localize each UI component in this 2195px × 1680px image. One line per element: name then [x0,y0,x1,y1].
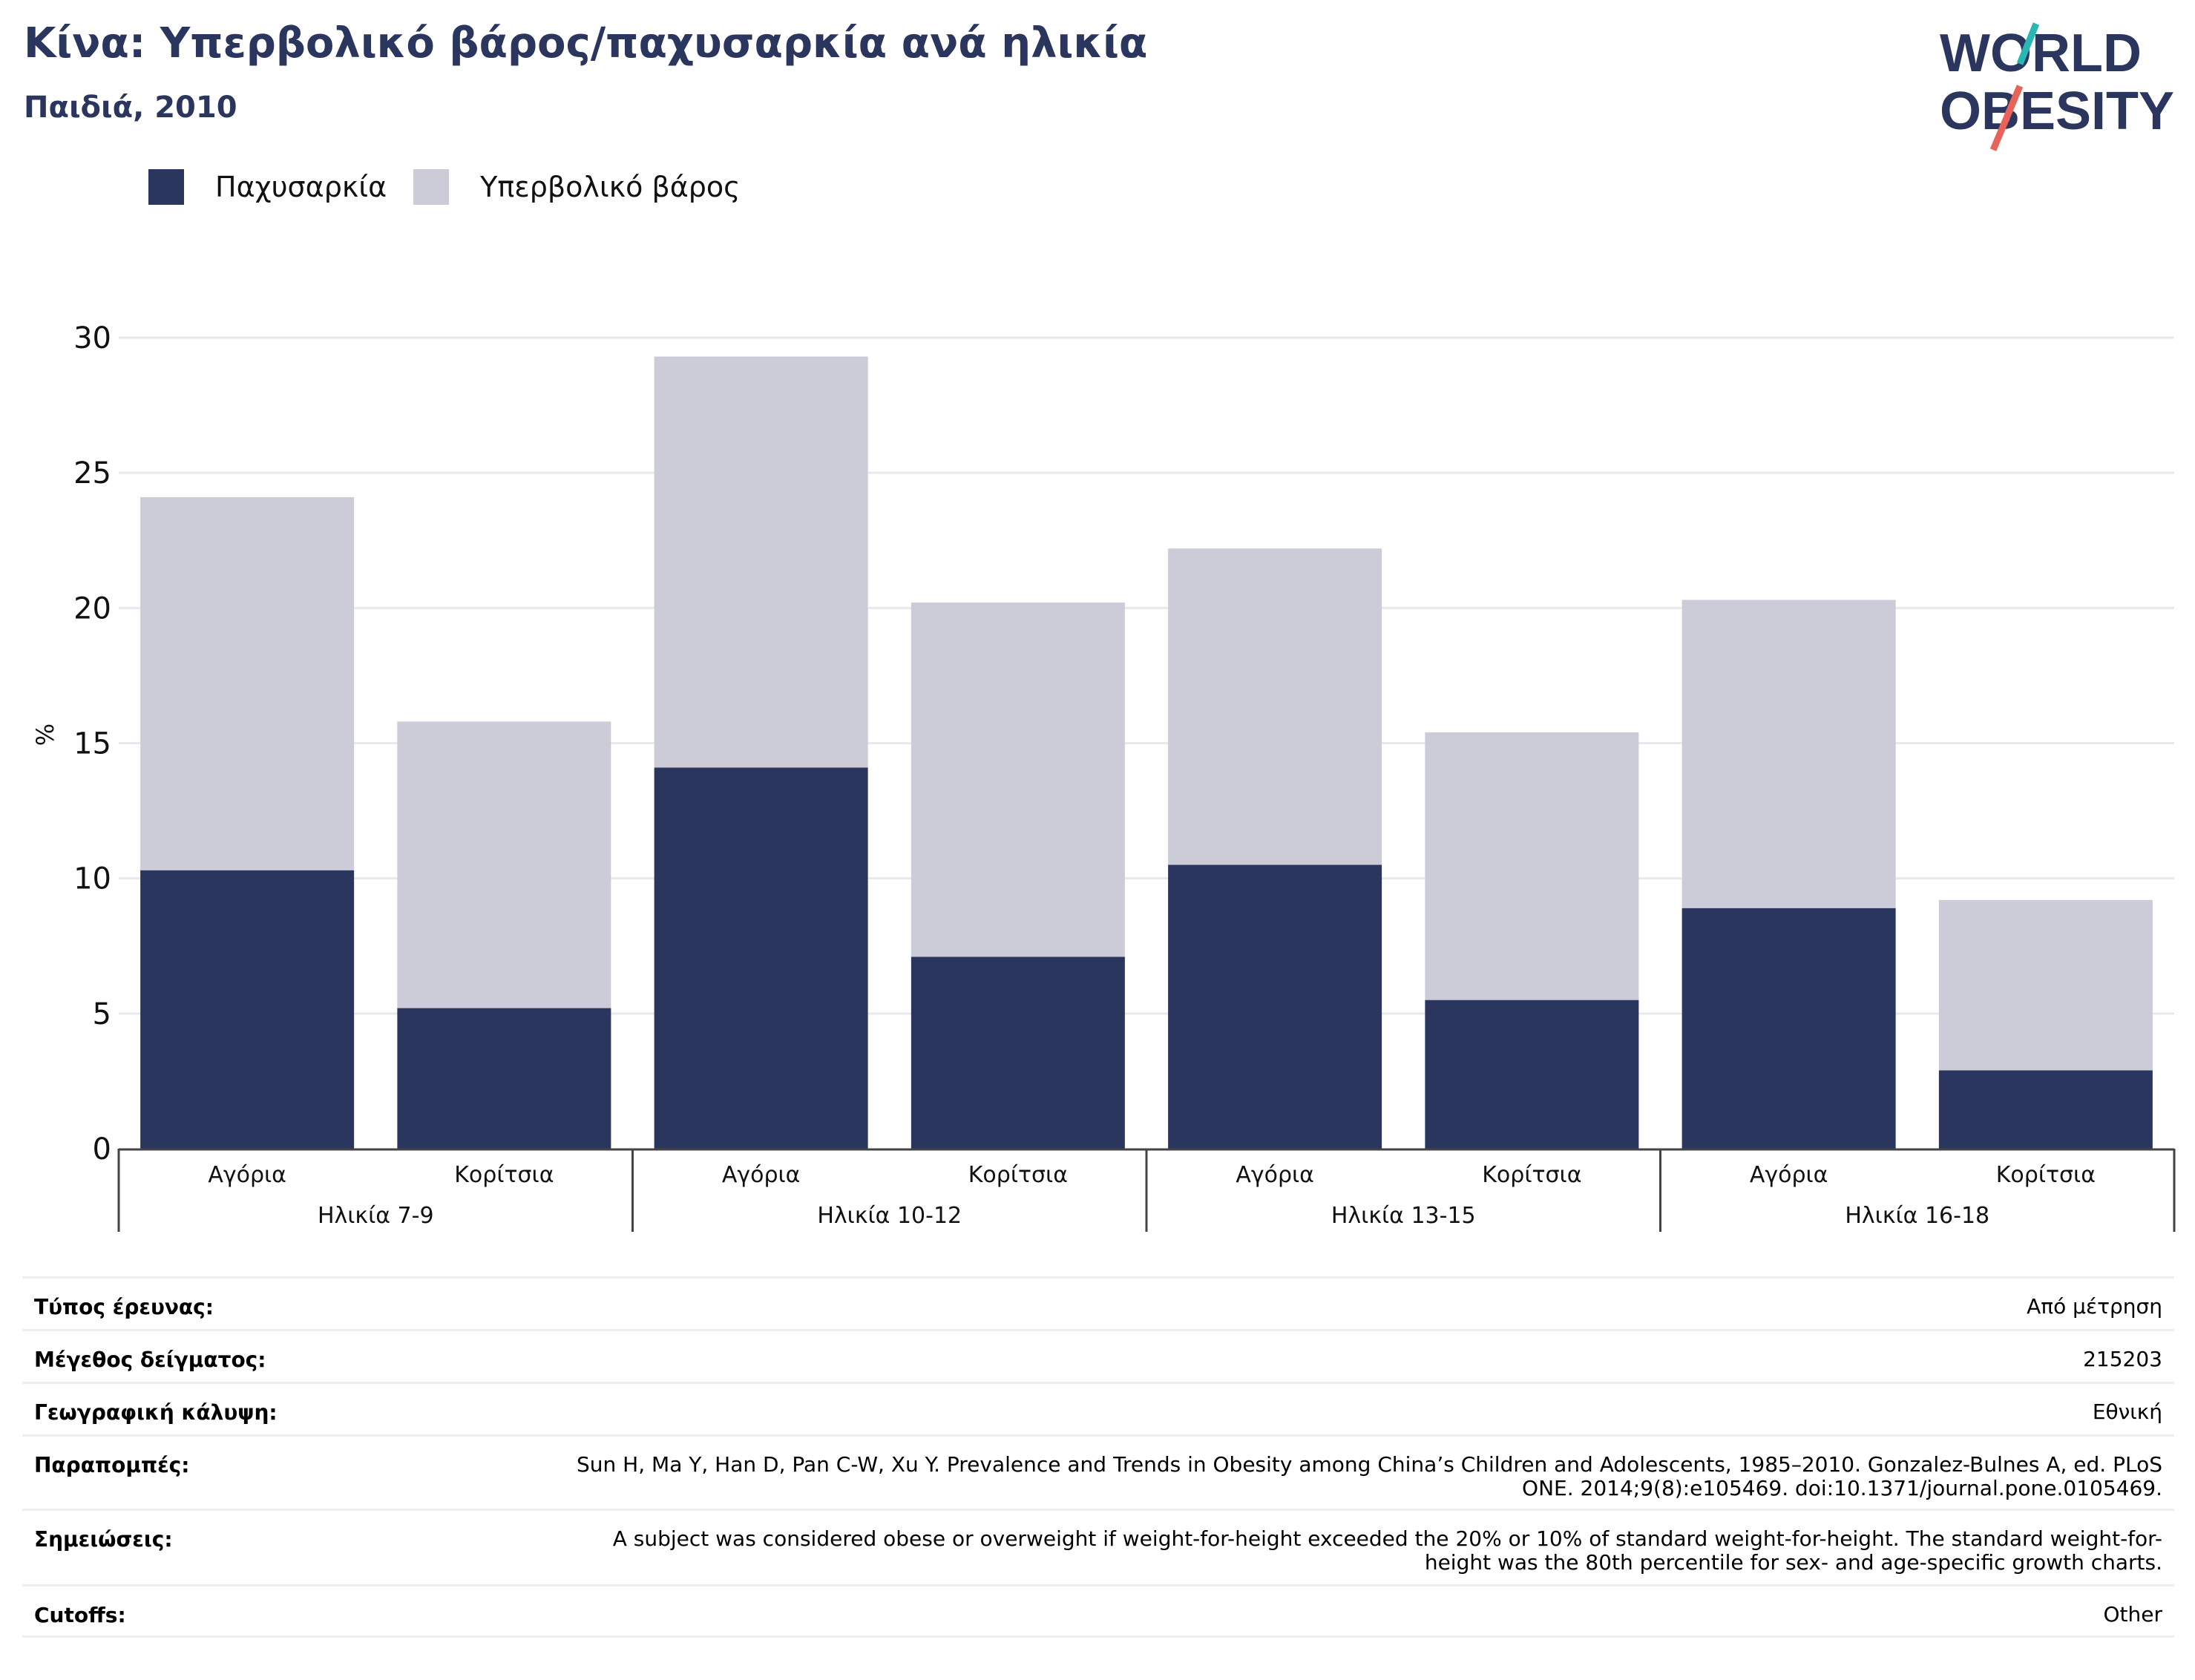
stacked-bar-chart: 0 5 10 15 20 25 30% Αγόρια Κορίτσια Αγόρια Κορίτσι… [31,321,2176,1232]
meta-label: Μέγεθος δείγματος: [34,1348,266,1372]
x-category-label: Αγόρια [722,1162,801,1188]
x-category-label: Κορίτσια [968,1162,1068,1188]
chart-legend: Παχυσαρκία Υπερβολικό βάρος [148,169,767,205]
logo-slash-teal [2016,22,2040,65]
meta-value: Εθνική [2092,1400,2162,1424]
meta-value: Sun H, Ma Y, Han D, Pan C-W, Xu Y. Preva… [577,1452,2162,1500]
y-tick-label: 10 [73,862,111,896]
meta-label: Παραπομπές: [34,1453,190,1477]
meta-value: Από μέτρηση [2027,1294,2162,1319]
legend-swatch-obesity [148,169,184,205]
bar-overweight [1425,732,1639,1000]
meta-label: Σημειώσεις: [34,1527,173,1552]
bar-overweight [1681,600,1896,908]
meta-row-survey-type: Τύπος έρευνας: Από μέτρηση [22,1276,2174,1329]
bar-obesity [1425,1000,1639,1149]
y-tick-label: 0 [93,1132,111,1167]
meta-value: 215203 [2083,1347,2162,1371]
page-title: Κίνα: Υπερβολικό βάρος/παχυσαρκία ανά ηλ… [24,19,1148,68]
bar-overweight [911,603,1125,957]
bar-overweight [397,721,611,1008]
meta-label: Γεωγραφική κάλυψη: [34,1400,278,1425]
survey-info-table: Τύπος έρευνας: Από μέτρηση Μέγεθος δείγμ… [22,1276,2174,1638]
bar-obesity [1168,864,1382,1149]
meta-value: A subject was considered obese or overwe… [612,1526,2162,1575]
page-subtitle: Παιδιά, 2010 [24,91,237,125]
meta-label: Cutoffs: [34,1603,126,1627]
bar-obesity [397,1008,611,1149]
x-group-label: Ηλικία 13-15 [1331,1203,1476,1229]
logo-slash-red [1989,85,2024,151]
y-tick-label: 5 [93,997,111,1031]
meta-row-references: Παραπομπές: Sun H, Ma Y, Han D, Pan C-W,… [22,1434,2174,1509]
y-tick-label: 25 [73,456,111,490]
logo-line-2: OBESITY [1940,82,2174,141]
bar-overweight [654,356,868,768]
meta-label: Τύπος έρευνας: [34,1295,214,1319]
x-category-label: Αγόρια [1750,1162,1828,1188]
bar-overweight [1938,899,2153,1071]
legend-item-overweight: Υπερβολικό βάρος [413,169,740,205]
legend-label-obesity: Παχυσαρκία [215,171,387,203]
logo-line-1: WORLD [1940,24,2142,83]
meta-row-geo-coverage: Γεωγραφική κάλυψη: Εθνική [22,1382,2174,1434]
bar-obesity [911,957,1125,1149]
meta-value: Other [2103,1602,2162,1627]
y-tick-label: 20 [73,591,111,626]
x-group-label: Ηλικία 16-18 [1845,1203,1989,1229]
x-category-label: Κορίτσια [454,1162,554,1188]
bar-obesity [654,767,868,1149]
meta-row-sample-size: Μέγεθος δείγματος: 215203 [22,1329,2174,1382]
x-category-label: Αγόρια [1236,1162,1314,1188]
bar-obesity [1938,1070,2153,1149]
x-category-label: Κορίτσια [1482,1162,1581,1188]
x-category-label: Κορίτσια [1996,1162,2096,1188]
x-category-label: Αγόρια [208,1162,286,1188]
bar-obesity [1681,908,1896,1149]
legend-item-obesity: Παχυσαρκία [148,169,387,205]
bar-obesity [140,870,355,1149]
meta-row-notes: Σημειώσεις: A subject was considered obe… [22,1509,2174,1584]
legend-swatch-overweight [413,169,450,205]
y-tick-label: 15 [73,727,111,761]
x-group-label: Ηλικία 7-9 [318,1203,434,1229]
meta-row-cutoffs: Cutoffs: Other [22,1584,2174,1638]
bar-overweight [1168,548,1382,865]
y-axis-label: % [31,723,59,746]
legend-label-overweight: Υπερβολικό βάρος [480,171,741,203]
world-obesity-logo: WORLD OBESITY [1940,22,2174,151]
y-tick-label: 30 [73,321,111,355]
bar-overweight [140,496,355,870]
x-group-label: Ηλικία 10-12 [817,1203,962,1229]
